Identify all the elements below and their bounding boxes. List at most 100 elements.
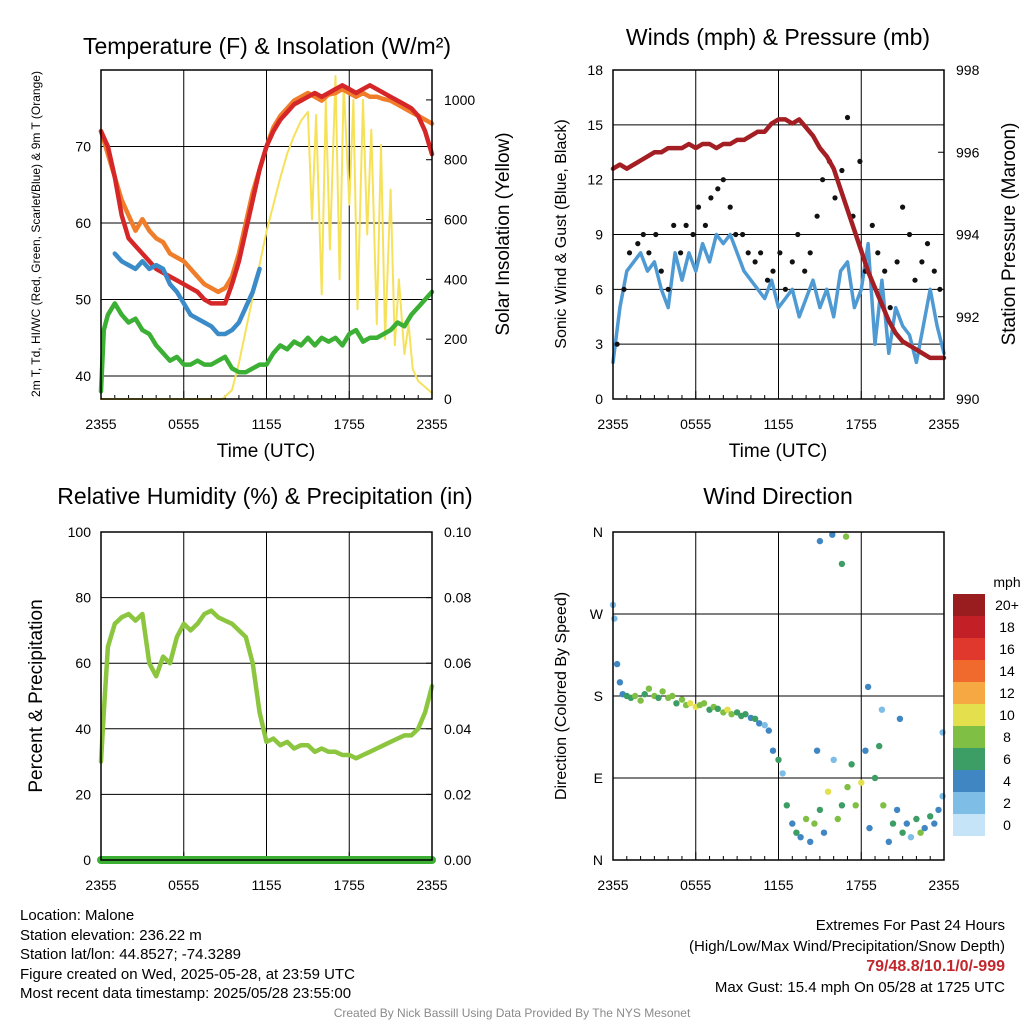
direction-point [885, 838, 892, 845]
y2-tick-label: 1000 [444, 92, 475, 108]
y2-tick-label: 992 [956, 309, 980, 325]
direction-point [655, 694, 662, 701]
gust-point [727, 204, 733, 210]
gust-point [671, 222, 677, 228]
legend-label: 16 [999, 641, 1015, 657]
x-tick-label: 1155 [251, 416, 281, 432]
gust-point [882, 268, 888, 274]
direction-point [913, 815, 920, 823]
direction-point [834, 815, 841, 823]
legend-swatch [953, 660, 985, 682]
direction-point [761, 722, 768, 729]
direction-point [927, 813, 934, 820]
gust-point [832, 195, 838, 201]
direction-point [816, 537, 824, 545]
direction-point [700, 700, 708, 707]
gust-point [658, 268, 664, 274]
direction-point [824, 788, 832, 795]
direction-point [829, 531, 836, 538]
direction-point [678, 696, 686, 703]
x-tick-label: 2355 [416, 416, 447, 432]
legend-label: 0 [1003, 817, 1011, 833]
y-tick-label: 20 [75, 786, 91, 802]
y-tick-label: 0 [595, 391, 603, 407]
y-axis-label: Sonic Wind & Gust (Blue, Black) [553, 119, 570, 348]
wind-direction-panel: Wind Direction 2355 0555 1155 1755 2355 N E S W N… [553, 483, 1021, 893]
speed-color-legend: mph 20+ 18 16 14 12 10 8 6 4 2 0 [953, 574, 1021, 836]
y-tick-label: 18 [587, 62, 603, 78]
plot-frame [612, 531, 945, 861]
gust-point [869, 222, 875, 228]
direction-point [903, 820, 910, 827]
gust-point [720, 177, 726, 183]
legend-label: 10 [999, 707, 1015, 723]
x-tick-label: 1755 [846, 416, 877, 432]
direction-point [838, 560, 846, 568]
y2-tick-label: 0.00 [444, 852, 471, 868]
x-tick-label: 0555 [168, 877, 199, 893]
gust-point [814, 213, 820, 219]
y-tick-label: N [593, 524, 603, 540]
y2-tick-label: 996 [956, 144, 980, 160]
plot-frame [100, 531, 433, 861]
direction-point [866, 824, 873, 832]
y-tick-label: 40 [75, 368, 91, 384]
gust-point [924, 241, 931, 247]
y2-tick-label: 990 [956, 391, 980, 407]
gust-point [733, 231, 739, 238]
direction-point [935, 806, 942, 814]
latlon-text: Station lat/lon: 44.8527; -74.3289 [20, 946, 242, 963]
y-tick-label: E [594, 770, 603, 786]
direction-point [917, 829, 924, 836]
direction-point [907, 834, 915, 841]
extremes-subtitle: (High/Low/Max Wind/Precipitation/Snow De… [689, 937, 1005, 955]
direction-point [813, 747, 821, 754]
legend-label: 14 [999, 663, 1015, 679]
gust-point [678, 250, 684, 256]
gust-point [844, 114, 851, 121]
gust-point [770, 268, 776, 274]
gust-point [614, 341, 620, 347]
y2-tick-label: 0.08 [444, 590, 471, 606]
gust-point [912, 277, 918, 283]
direction-point [789, 820, 796, 827]
legend-swatch [953, 792, 985, 814]
direction-point [728, 711, 735, 718]
direction-point [921, 824, 928, 832]
direction-point [673, 700, 680, 707]
x-tick-label: 1155 [763, 877, 793, 893]
legend-label: 6 [1003, 751, 1011, 767]
direction-point [871, 774, 879, 782]
gust-point [937, 286, 943, 292]
direction-point [613, 660, 621, 668]
y2-tick-label: 400 [444, 271, 468, 287]
y-tick-label: S [594, 688, 603, 704]
gust-point [646, 250, 652, 256]
direction-point [848, 761, 855, 768]
temperature-line [98, 289, 435, 394]
humidity-title: Relative Humidity (%) & Precipitation (i… [57, 483, 472, 509]
y2-tick-label: 0.02 [444, 786, 471, 802]
legend-swatch [953, 770, 985, 792]
location-text: Location: Malone [20, 907, 135, 924]
gust-point [789, 259, 795, 265]
gust-point [931, 268, 937, 274]
gust-point [653, 231, 659, 238]
gust-point [894, 259, 900, 265]
y-tick-label: 70 [75, 139, 91, 155]
direction-point [878, 706, 886, 713]
gust-point [764, 277, 771, 283]
y2-tick-label: 0.06 [444, 655, 471, 671]
direction-point [893, 806, 901, 814]
legend-label: 8 [1003, 729, 1011, 745]
y2-tick-label: 0.10 [444, 524, 471, 540]
direction-point [742, 711, 749, 718]
x-tick-label: 0555 [680, 416, 711, 432]
y-tick-label: 0 [83, 852, 91, 868]
direction-point [931, 820, 938, 827]
direction-point [797, 834, 804, 841]
legend-swatch [953, 726, 985, 748]
y2-tick-label: 0 [444, 391, 452, 407]
y-tick-label: 6 [595, 281, 603, 297]
direction-point [631, 692, 639, 700]
